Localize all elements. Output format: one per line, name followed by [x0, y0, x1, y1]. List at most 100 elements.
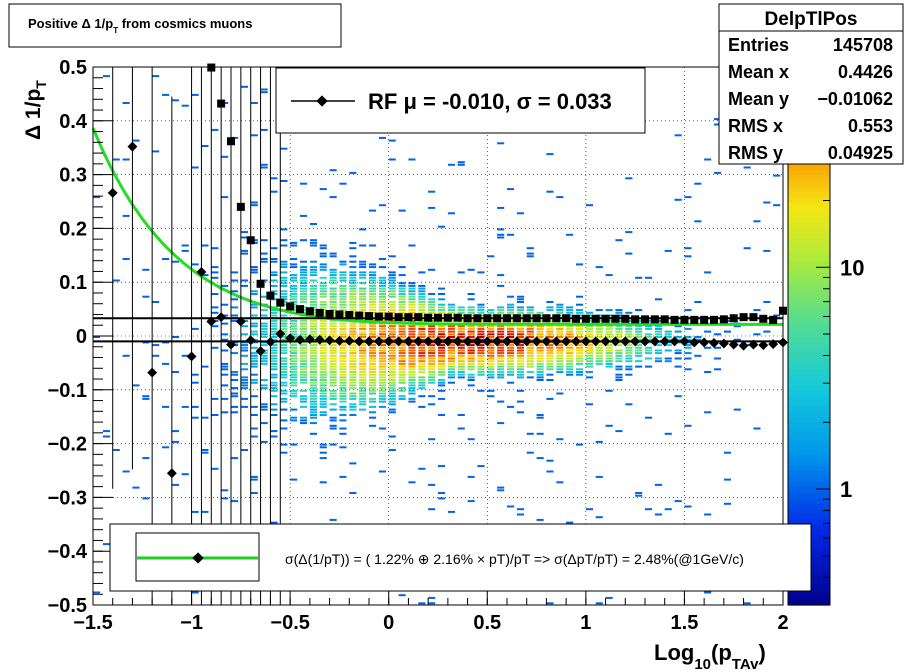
heatmap-cell	[447, 212, 455, 215]
heatmap-cell	[576, 325, 584, 328]
heatmap-cell	[447, 330, 455, 333]
heatmap-cell	[428, 330, 436, 333]
heatmap-cell	[497, 362, 505, 365]
heatmap-cell	[300, 322, 308, 325]
heatmap-cell	[467, 352, 475, 355]
heatmap-cell	[595, 325, 603, 328]
heatmap-cell	[309, 381, 317, 384]
heatmap-cell	[280, 360, 288, 363]
heatmap-cell	[309, 293, 317, 295]
heatmap-cell	[408, 362, 416, 365]
resolution-curve	[91, 127, 783, 326]
heatmap-cell	[585, 330, 593, 333]
heatmap-cell	[280, 349, 288, 352]
heatmap-cell	[763, 301, 771, 303]
color-scale-band	[788, 438, 830, 445]
heatmap-cell	[428, 379, 436, 381]
heatmap-cell	[260, 384, 268, 387]
heatmap-cell	[635, 336, 643, 338]
y-tick-label: 0.5	[59, 57, 87, 79]
heatmap-cell	[250, 322, 258, 325]
heatmap-cell	[240, 397, 248, 400]
heatmap-cell	[497, 309, 505, 312]
heatmap-cell	[408, 357, 416, 360]
heatmap-cell	[319, 365, 327, 368]
heatmap-cell	[339, 387, 347, 390]
heatmap-cell	[339, 284, 347, 287]
color-scale-band	[788, 427, 830, 434]
sigma-point	[453, 313, 462, 322]
heatmap-cell	[546, 362, 554, 365]
color-scale-band	[788, 400, 830, 407]
sigma-point	[463, 314, 472, 323]
heatmap-cell	[270, 403, 278, 406]
heatmap-cell	[388, 276, 396, 279]
heatmap-cell	[319, 327, 327, 330]
heatmap-cell	[536, 373, 544, 376]
heatmap-cell	[418, 306, 426, 309]
heatmap-cell	[684, 196, 692, 199]
heatmap-cell	[319, 268, 327, 271]
heatmap-cell	[497, 206, 505, 209]
heatmap-cell	[112, 158, 120, 161]
heatmap-cell	[359, 298, 367, 301]
heatmap-cell	[723, 478, 731, 481]
heatmap-cell	[546, 344, 554, 347]
legend-top-prefix: RF	[368, 89, 403, 114]
heatmap-cell	[162, 93, 170, 96]
heatmap-cell	[467, 268, 475, 271]
heatmap-cell	[418, 284, 426, 287]
heatmap-cell	[250, 354, 258, 357]
heatmap-cell	[674, 134, 682, 137]
color-scale-band	[788, 346, 830, 353]
color-scale-band	[788, 492, 830, 498]
heatmap-cell	[280, 290, 288, 293]
heatmap-cell	[349, 274, 357, 277]
heatmap-cell	[398, 298, 406, 301]
heatmap-cell	[625, 231, 633, 234]
heatmap-cell	[359, 346, 367, 349]
heatmap-cell	[408, 373, 416, 376]
heatmap-cell	[467, 362, 475, 365]
heatmap-cell	[378, 303, 386, 306]
heatmap-cell	[585, 371, 593, 373]
heatmap-cell	[625, 338, 633, 341]
heatmap-cell	[467, 327, 475, 330]
heatmap-cell	[260, 387, 268, 390]
heatmap-cell	[349, 327, 357, 330]
heatmap-cell	[438, 384, 446, 387]
heatmap-cell	[576, 327, 584, 330]
heatmap-cell	[221, 284, 229, 287]
heatmap-cell	[260, 408, 268, 411]
heatmap-cell	[418, 293, 426, 295]
heatmap-cell	[300, 327, 308, 330]
heatmap-cell	[526, 360, 534, 363]
heatmap-cell	[300, 376, 308, 379]
heatmap-cell	[556, 311, 564, 314]
heatmap-cell	[645, 327, 653, 330]
heatmap-cell	[152, 150, 160, 153]
heatmap-cell	[290, 290, 298, 293]
heatmap-cell	[398, 379, 406, 381]
heatmap-cell	[250, 365, 258, 368]
heatmap-cell	[339, 298, 347, 301]
heatmap-cell	[566, 338, 574, 341]
heatmap-cell	[93, 336, 101, 338]
heatmap-cell	[102, 435, 110, 438]
heatmap-cell	[654, 357, 662, 360]
heatmap-cell	[211, 293, 219, 295]
heatmap-cell	[408, 392, 416, 395]
heatmap-cell	[191, 381, 199, 384]
x-tick-label: −1.5	[73, 612, 112, 634]
heatmap-cell	[605, 596, 613, 599]
heatmap-cell	[339, 341, 347, 344]
color-scale-band	[788, 368, 830, 375]
heatmap-cell	[93, 196, 101, 199]
sigma-point	[739, 313, 748, 322]
heatmap-cell	[497, 233, 505, 236]
heatmap-cell	[398, 352, 406, 355]
heatmap-cell	[290, 352, 298, 355]
heatmap-cell	[349, 290, 357, 293]
heatmap-cell	[300, 400, 308, 403]
heatmap-cell	[270, 381, 278, 384]
